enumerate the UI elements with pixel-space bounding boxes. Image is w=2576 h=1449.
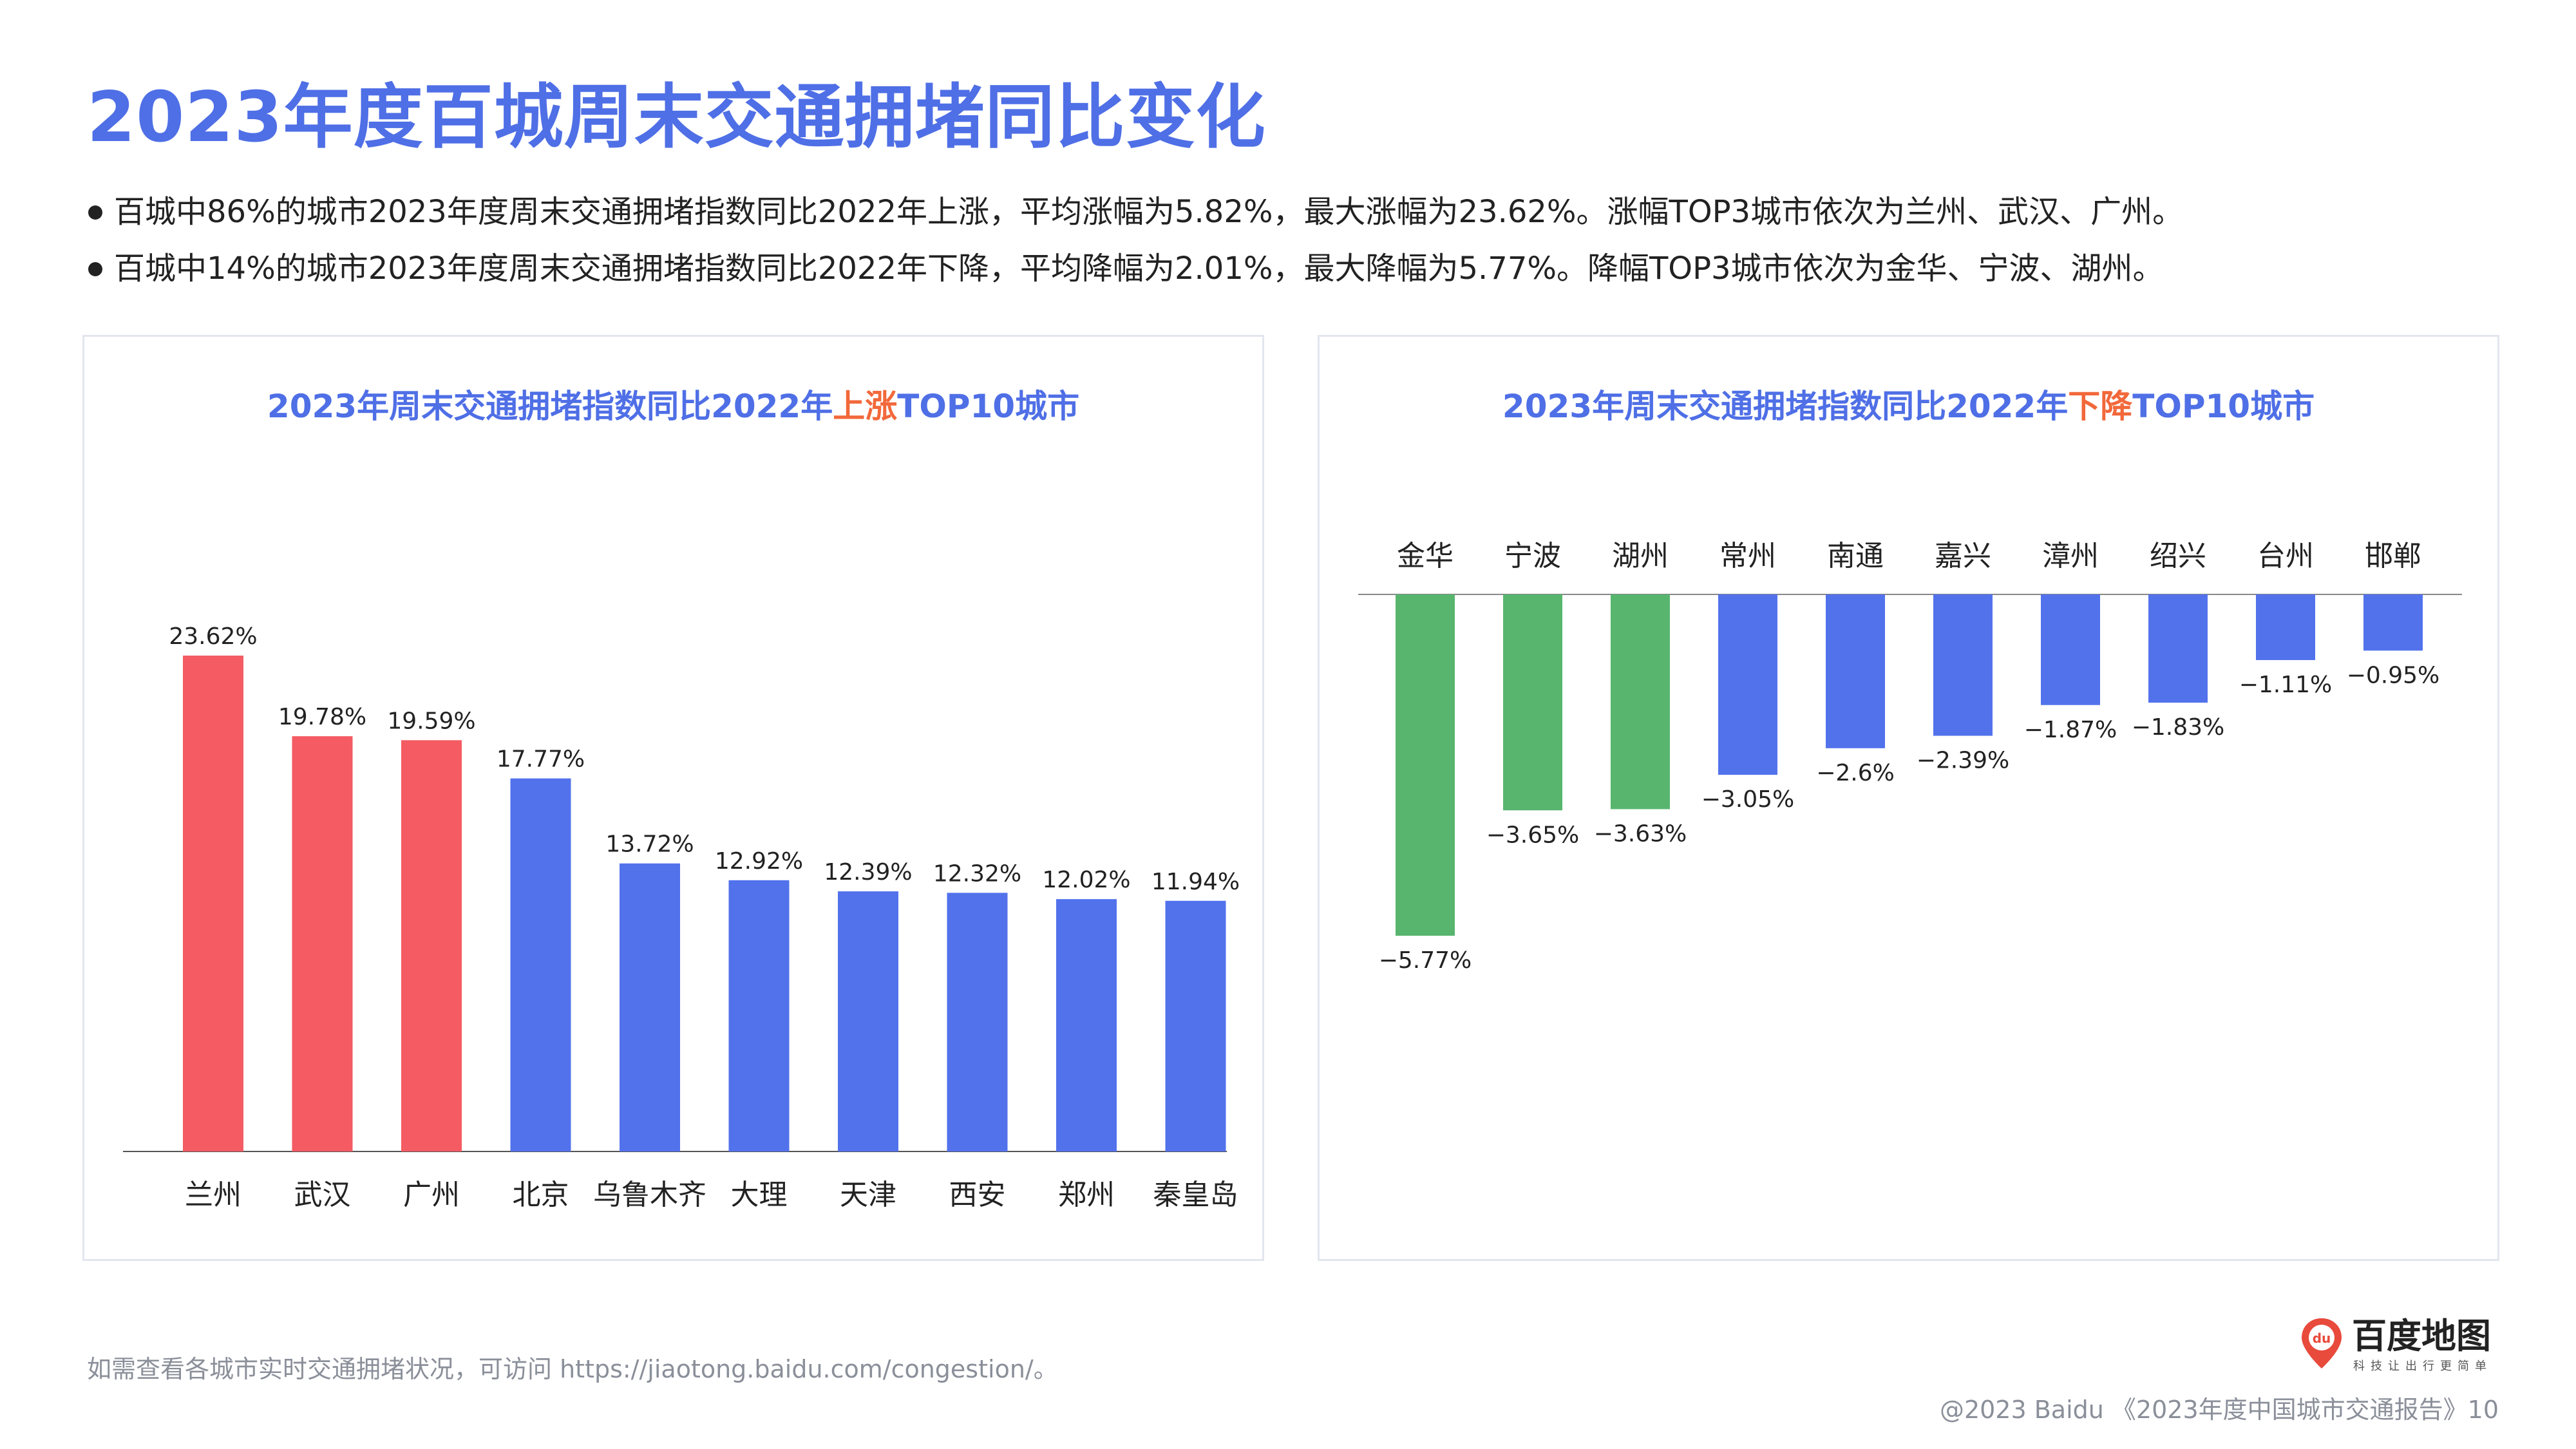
- summary-bullet-fall-text: 百城中14%的城市2023年度周末交通拥堵指数同比2022年下降，平均降幅为2.…: [114, 251, 2164, 287]
- rise-bar: [947, 893, 1008, 1151]
- fall-chart-title: 2023年周末交通拥堵指数同比2022年下降TOP10城市: [1320, 381, 2497, 427]
- baidu-map-pin-icon: du: [2302, 1318, 2342, 1368]
- rise-category-label: 武汉: [294, 1179, 351, 1211]
- fall-category-label: 宁波: [1504, 540, 1561, 573]
- rise-category-label: 兰州: [185, 1179, 242, 1211]
- rise-category-label: 广州: [403, 1179, 460, 1211]
- summary-bullets: 百城中86%的城市2023年度周末交通拥堵指数同比2022年上涨，平均涨幅为5.…: [87, 184, 2183, 297]
- summary-bullet-fall: 百城中14%的城市2023年度周末交通拥堵指数同比2022年下降，平均降幅为2.…: [87, 240, 2183, 297]
- fall-value-label: −2.39%: [1917, 748, 2010, 774]
- rise-bar: [183, 656, 243, 1151]
- fall-bar: [2148, 594, 2208, 703]
- summary-bullet-rise-text: 百城中86%的城市2023年度周末交通拥堵指数同比2022年上涨，平均涨幅为5.…: [114, 194, 2184, 230]
- fall-bar: [1718, 594, 1777, 775]
- fall-category-label: 常州: [1719, 540, 1776, 573]
- fall-category-label: 台州: [2257, 540, 2314, 573]
- rise-value-label: 17.77%: [497, 746, 585, 773]
- fall-bar: [1826, 594, 1885, 748]
- summary-bullet-rise: 百城中86%的城市2023年度周末交通拥堵指数同比2022年上涨，平均涨幅为5.…: [87, 184, 2183, 240]
- fall-bar: [1396, 594, 1455, 936]
- fall-value-label: −1.87%: [2024, 717, 2117, 743]
- fall-value-label: −2.6%: [1816, 760, 1895, 786]
- rise-value-label: 23.62%: [169, 623, 257, 650]
- fall-bar: [2256, 594, 2315, 660]
- rise-value-label: 12.92%: [715, 848, 803, 875]
- rise-category-label: 大理: [731, 1179, 788, 1211]
- fall-bar: [2041, 594, 2100, 705]
- fall-bar: [1503, 594, 1562, 811]
- fall-chart: −5.77% 金华 −3.65% 宁波 −3.63% 湖州 −3.05% 常州 −2.6% 南通 −…: [1358, 540, 2462, 974]
- fall-value-label: −1.11%: [2239, 672, 2333, 698]
- rise-chart-title-highlight: 上涨: [833, 388, 898, 425]
- rise-category-label: 郑州: [1058, 1179, 1115, 1211]
- copyright-text: @2023 Baidu 《2023年度中国城市交通报告》10: [1939, 1396, 2499, 1424]
- rise-category-label: 秦皇岛: [1153, 1179, 1238, 1211]
- page-title: 2023年度百城周末交通拥堵同比变化: [87, 77, 1266, 158]
- rise-bar: [1056, 899, 1117, 1151]
- rise-value-label: 19.78%: [278, 704, 366, 730]
- rise-chart: 23.62% 兰州 19.78% 武汉 19.59% 广州 17.77% 北京 13.72% 乌鲁…: [123, 623, 1240, 1211]
- rise-value-label: 11.94%: [1151, 869, 1240, 895]
- rise-bar: [292, 736, 353, 1151]
- fall-bar: [1933, 594, 1993, 736]
- rise-category-label: 乌鲁木齐: [593, 1179, 706, 1211]
- fall-category-label: 湖州: [1612, 540, 1669, 573]
- rise-chart-panel: 2023年周末交通拥堵指数同比2022年上涨TOP10城市 23.62% 兰州 19…: [82, 335, 1264, 1261]
- fall-value-label: −0.95%: [2347, 662, 2440, 688]
- logo-name: 百度地图: [2352, 1316, 2491, 1356]
- rise-category-label: 天津: [840, 1179, 896, 1211]
- rise-value-label: 19.59%: [387, 708, 475, 734]
- fall-chart-panel: 2023年周末交通拥堵指数同比2022年下降TOP10城市 −5.77% 金华 −3…: [1318, 335, 2499, 1261]
- rise-chart-title: 2023年周末交通拥堵指数同比2022年上涨TOP10城市: [84, 381, 1262, 427]
- rise-value-label: 12.39%: [824, 859, 912, 886]
- fall-value-label: −3.65%: [1486, 822, 1580, 848]
- rise-value-label: 12.02%: [1042, 867, 1130, 893]
- logo-pin-text: du: [2313, 1331, 2331, 1346]
- rise-chart-title-prefix: 2023年周末交通拥堵指数同比2022年: [267, 388, 833, 425]
- fall-value-label: −3.05%: [1701, 786, 1795, 813]
- bullet-dot-icon: [88, 262, 102, 276]
- fall-chart-title-highlight: 下降: [2068, 388, 2133, 425]
- rise-bar: [620, 863, 680, 1151]
- rise-bar: [728, 880, 790, 1151]
- rise-bar: [838, 891, 898, 1151]
- fall-chart-title-prefix: 2023年周末交通拥堵指数同比2022年: [1502, 388, 2069, 425]
- fall-bar: [2363, 594, 2423, 651]
- fall-category-label: 嘉兴: [1935, 540, 1991, 573]
- bullet-dot-icon: [88, 205, 102, 220]
- rise-value-label: 13.72%: [605, 831, 694, 858]
- rise-bar: [510, 778, 571, 1151]
- fall-category-label: 漳州: [2042, 540, 2099, 573]
- footnote-link-text: 如需查看各城市实时交通拥堵状况，可访问 https://jiaotong.bai…: [87, 1355, 1058, 1383]
- fall-category-label: 邯郸: [2365, 540, 2421, 573]
- rise-category-label: 北京: [513, 1179, 569, 1211]
- rise-category-label: 西安: [949, 1179, 1006, 1211]
- logo-slogan: 科技让出行更简单: [2353, 1359, 2492, 1373]
- fall-value-label: −3.63%: [1594, 820, 1687, 847]
- fall-category-label: 绍兴: [2150, 540, 2206, 573]
- rise-bar: [401, 740, 462, 1151]
- fall-category-label: 金华: [1397, 540, 1454, 573]
- fall-value-label: −1.83%: [2132, 714, 2225, 741]
- fall-category-label: 南通: [1827, 540, 1884, 573]
- rise-bar: [1165, 900, 1226, 1151]
- rise-value-label: 12.32%: [933, 860, 1021, 887]
- fall-bar: [1611, 594, 1670, 810]
- fall-chart-title-suffix: TOP10城市: [2132, 388, 2315, 425]
- rise-chart-title-suffix: TOP10城市: [897, 388, 1080, 425]
- fall-value-label: −5.77%: [1379, 947, 1472, 974]
- baidu-map-logo: du 百度地图 科技让出行更简单: [2299, 1317, 2505, 1378]
